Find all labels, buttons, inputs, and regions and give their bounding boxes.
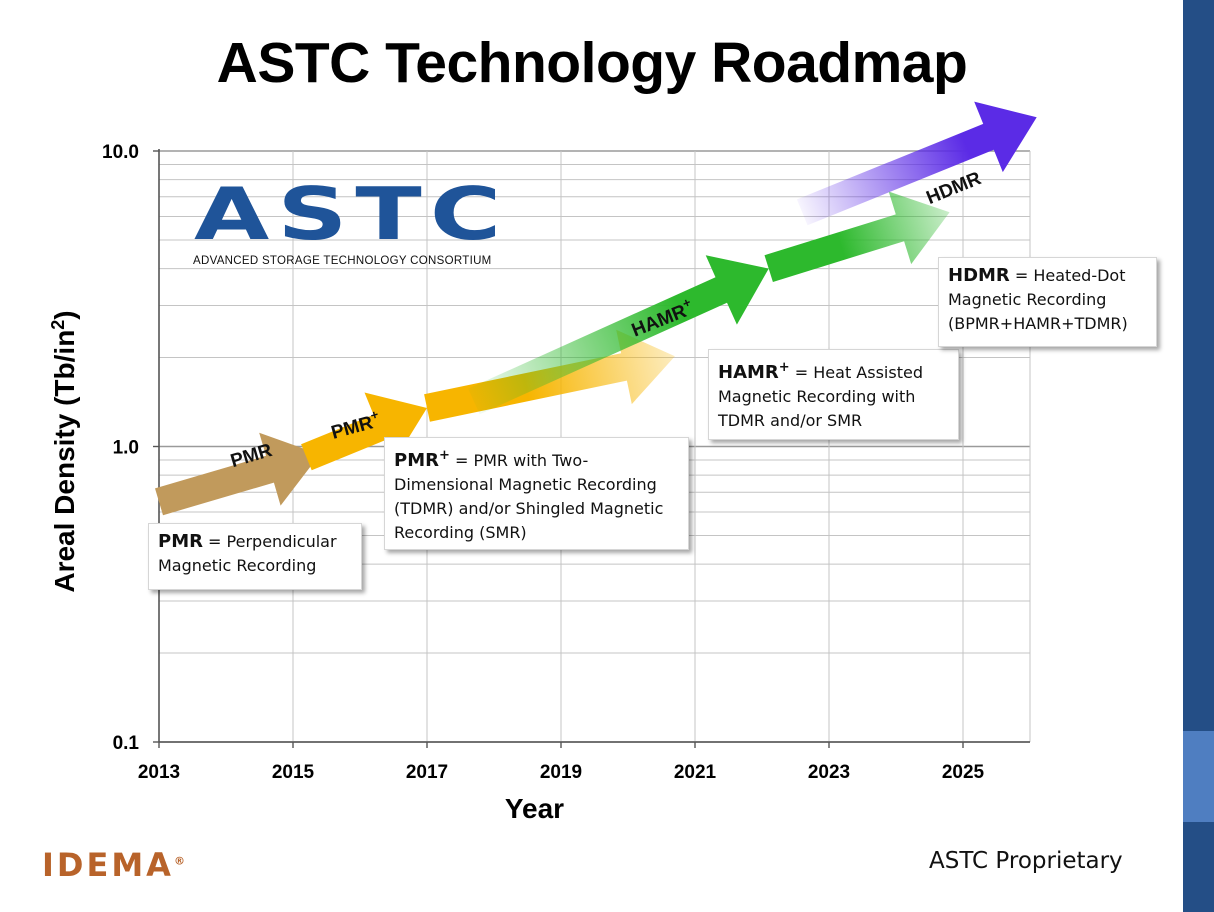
idema-logo: IDEMA® [42,846,188,884]
pmr-plus-definition-box: PMR+ = PMR with Two-Dimensional Magnetic… [384,437,689,550]
y-tick-label: 0.1 [113,733,140,754]
roadmap-arrow [796,101,1037,226]
x-tick-label: 2013 [138,762,180,783]
x-tick-label: 2021 [674,762,717,783]
roadmap-arrow [155,432,320,516]
proprietary-notice: ASTC Proprietary [929,848,1123,874]
x-tick-label: 2019 [540,762,582,783]
hdmr-definition-text: = Heated-Dot Magnetic Recording (BPMR+HA… [948,266,1128,333]
y-axis-title: Areal Density (Tb/in2) [48,310,80,592]
astc-logo-subtitle: ADVANCED STORAGE TECHNOLOGY CONSORTIUM [193,253,492,267]
x-tick-label: 2025 [942,762,985,783]
x-tick-label: 2017 [406,762,448,783]
x-tick-label: 2023 [808,762,850,783]
hamr-plus-definition-text: = Heat Assisted Magnetic Recording with … [718,363,923,430]
pmr-plus-definition-text: = PMR with Two-Dimensional Magnetic Reco… [394,451,664,542]
pmr-definition-term: PMR [158,531,203,552]
pmr-plus-definition-term: PMR+ [394,448,450,471]
chart-axes: 2013 2015 2017 2019 2021 2023 2025 0.1 1.0 10.0 [102,142,1030,783]
right-accent-highlight [1183,731,1214,822]
hamr-plus-definition-box: HAMR+ = Heat Assisted Magnetic Recording… [708,349,959,440]
x-tick-label: 2015 [272,762,315,783]
pmr-definition-text: = Perpendicular Magnetic Recording [158,532,337,575]
hdmr-definition-term: HDMR [948,265,1010,286]
slide-title: ASTC Technology Roadmap [216,31,968,95]
roadmap-arrow [468,255,769,415]
y-tick-label: 10.0 [102,142,139,163]
astc-logo: ASTC [194,172,510,256]
hamr-plus-definition-term: HAMR+ [718,360,790,383]
roadmap-arrow [764,191,950,282]
x-axis-title: Year [505,793,564,824]
hdmr-definition-box: HDMR = Heated-Dot Magnetic Recording (BP… [938,257,1157,347]
y-tick-label: 1.0 [113,438,139,459]
pmr-definition-box: PMR = Perpendicular Magnetic Recording [148,523,362,590]
